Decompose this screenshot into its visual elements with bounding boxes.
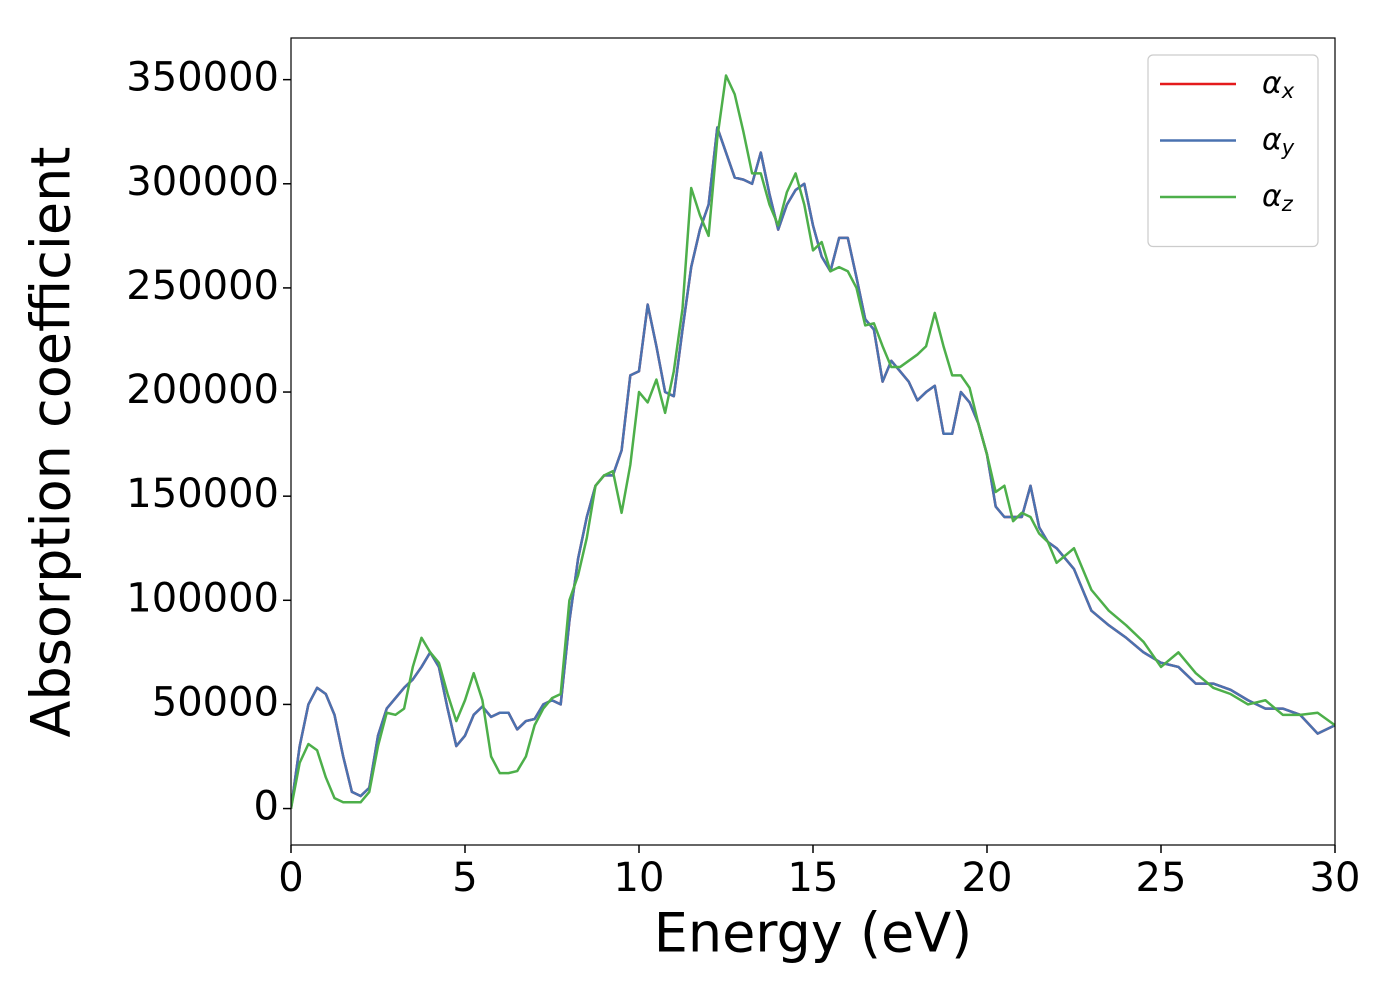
x-tick-label: 0 <box>278 855 303 901</box>
legend-label: αy <box>1262 122 1295 160</box>
x-axis-label: Energy (eV) <box>654 902 973 965</box>
legend: αx αy αz <box>1147 54 1319 248</box>
x-tick-label: 10 <box>614 855 665 901</box>
y-tick-label: 200000 <box>126 367 279 413</box>
series-line <box>291 126 1335 809</box>
y-tick-label: 250000 <box>126 263 279 309</box>
x-tick-label: 25 <box>1136 855 1187 901</box>
y-tick-label: 300000 <box>126 159 279 205</box>
y-axis-label: Absorption coefficient <box>20 147 83 738</box>
y-tick-label: 50000 <box>152 679 279 725</box>
plot-frame <box>290 37 1336 846</box>
y-tick-label: 150000 <box>126 471 279 517</box>
x-tick-label: 20 <box>962 855 1013 901</box>
x-tick-label: 15 <box>788 855 839 901</box>
legend-label: αx <box>1262 66 1295 104</box>
series-line <box>291 74 1335 809</box>
x-tick-label: 5 <box>452 855 477 901</box>
y-tick-label: 0 <box>254 784 279 830</box>
y-tick-label: 350000 <box>126 55 279 101</box>
legend-box <box>1147 54 1319 248</box>
x-tick-label: 30 <box>1310 855 1361 901</box>
legend-label: αz <box>1262 179 1294 217</box>
y-tick-label: 100000 <box>126 575 279 621</box>
